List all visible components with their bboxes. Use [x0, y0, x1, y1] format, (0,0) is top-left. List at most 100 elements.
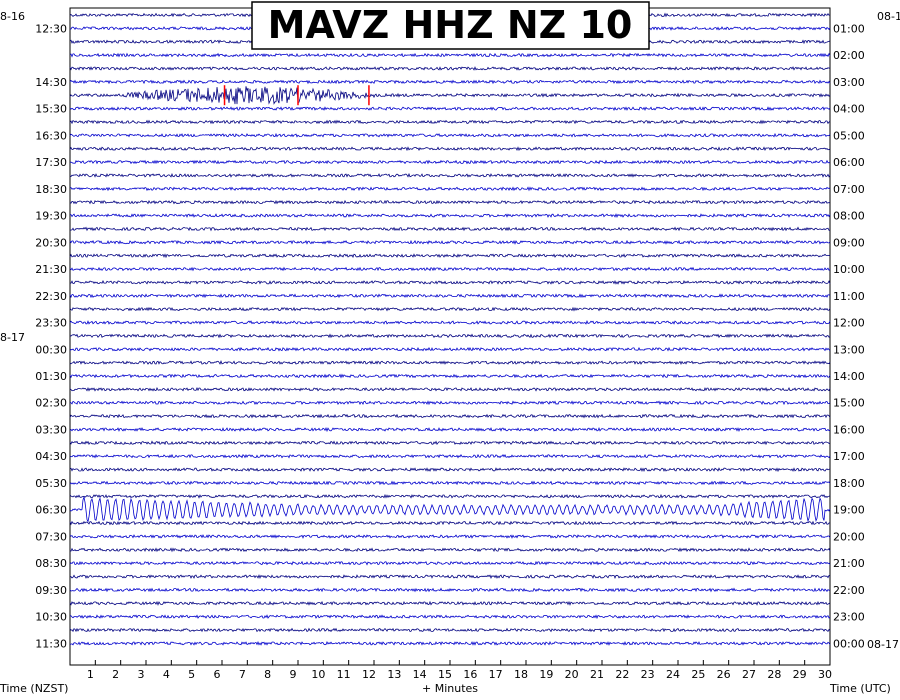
x-tick-label: 27: [742, 668, 756, 681]
trace-line: [69, 253, 831, 259]
left-time-label: 02:30: [35, 397, 67, 410]
right-time-label: 20:00: [833, 530, 865, 543]
trace-line: [69, 199, 831, 205]
trace-line: [69, 547, 831, 553]
left-time-label: 12:30: [35, 22, 67, 35]
left-time-label: 11:30: [35, 637, 67, 650]
x-tick-label: 9: [290, 668, 297, 681]
trace-line: [69, 627, 831, 633]
x-tick-label: 28: [767, 668, 781, 681]
trace-line: [69, 333, 831, 339]
trace-line: [69, 320, 831, 325]
trace-line: [69, 239, 831, 245]
right-time-label: 01:00: [833, 22, 865, 35]
right-time-label: 09:00: [833, 236, 865, 249]
trace-line: [69, 146, 831, 152]
right-time-label: 04:00: [833, 103, 865, 116]
trace-line: [69, 600, 831, 606]
trace-line: [69, 266, 831, 272]
left-time-label: 06:30: [35, 504, 67, 517]
x-tick-label: 19: [539, 668, 553, 681]
right-time-label: 22:00: [833, 584, 865, 597]
trace-line: [69, 293, 831, 299]
trace-line: [69, 495, 831, 523]
right-time-label: 21:00: [833, 557, 865, 570]
left-time-label: 22:30: [35, 290, 67, 303]
right-time-label: 02:00: [833, 49, 865, 62]
trace-line: [69, 440, 831, 446]
left-time-label: 10:30: [35, 611, 67, 624]
right-time-label: 18:00: [833, 477, 865, 490]
x-tick-label: 7: [239, 668, 246, 681]
trace-line: [69, 346, 831, 352]
right-time-label: 15:00: [833, 397, 865, 410]
left-time-label: 03:30: [35, 423, 67, 436]
x-tick-label: 21: [590, 668, 604, 681]
right-time-label: 13:00: [833, 343, 865, 356]
left-time-label: 07:30: [35, 530, 67, 543]
x-axis-ticks: 1 2 3 4 5 6 7 8 9 10 11 12 13 14 15 16 17 18 19 20 21 22 23 24 2…: [87, 660, 832, 681]
trace-line: [69, 132, 831, 138]
x-tick-label: 10: [311, 668, 325, 681]
trace-line: [69, 480, 831, 486]
trace-line: [69, 534, 831, 539]
trace-line: [70, 213, 831, 218]
trace-line: [69, 306, 831, 312]
trace-line: [69, 386, 831, 392]
x-tick-label: 24: [666, 668, 680, 681]
x-tick-label: 4: [163, 668, 170, 681]
x-tick-label: 8: [264, 668, 271, 681]
left-time-label: 15:30: [35, 103, 67, 116]
right-time-label: 23:00: [833, 611, 865, 624]
x-tick-label: 1: [87, 668, 94, 681]
x-tick-label: 5: [188, 668, 195, 681]
trace-line: [70, 280, 831, 285]
left-time-label: 09:30: [35, 584, 67, 597]
right-time-label: 11:00: [833, 290, 865, 303]
x-tick-label: 13: [387, 668, 401, 681]
left-time-labels: 12:30 14:30 15:30 16:30 17:30 18:30 19:30 20:30…: [0, 10, 67, 650]
right-time-label: 03:00: [833, 76, 865, 89]
trace-line: [69, 641, 831, 646]
trace-group: [69, 12, 831, 646]
trace-line: [69, 426, 831, 433]
trace-line: [69, 172, 831, 178]
right-time-label: 17:00: [833, 450, 865, 463]
right-date-label: 08-17: [867, 638, 899, 651]
left-time-label: 08:30: [35, 557, 67, 570]
trace-line: [69, 400, 831, 406]
left-time-label: 16:30: [35, 129, 67, 142]
left-time-label: 20:30: [35, 236, 67, 249]
left-time-label: 23:30: [35, 317, 67, 330]
x-tick-label: 22: [615, 668, 629, 681]
right-time-label: 14:00: [833, 370, 865, 383]
x-tick-label: 16: [463, 668, 477, 681]
left-time-label: 17:30: [35, 156, 67, 169]
trace-line: [69, 493, 831, 499]
left-time-label: 04:30: [35, 450, 67, 463]
right-date-label: 08-1: [877, 10, 900, 23]
left-time-label: 14:30: [35, 76, 67, 89]
x-tick-label: 6: [214, 668, 221, 681]
left-time-label: 21:30: [35, 263, 67, 276]
right-time-label: 08:00: [833, 210, 865, 223]
left-time-label: 18:30: [35, 183, 67, 196]
chart-title: MAVZ HHZ NZ 10: [268, 3, 633, 47]
right-time-labels: 01:00 02:00 03:00 04:00 05:00 06:00 07:00 08:00…: [833, 10, 900, 651]
x-tick-label: 11: [337, 668, 351, 681]
left-time-label: 05:30: [35, 477, 67, 490]
x-tick-label: 23: [641, 668, 655, 681]
right-time-label: 00:00: [833, 637, 865, 650]
right-time-label: 10:00: [833, 263, 865, 276]
right-time-label: 05:00: [833, 129, 865, 142]
x-tick-label: 18: [514, 668, 528, 681]
x-tick-label: 14: [413, 668, 427, 681]
trace-line: [69, 86, 831, 105]
trace-line: [69, 467, 831, 473]
trace-line: [69, 373, 831, 379]
title-box: [251, 1, 650, 50]
trace-line: [69, 226, 831, 232]
pick-group: [223, 85, 370, 106]
trace-line: [69, 119, 831, 125]
x-tick-label: 17: [489, 668, 503, 681]
